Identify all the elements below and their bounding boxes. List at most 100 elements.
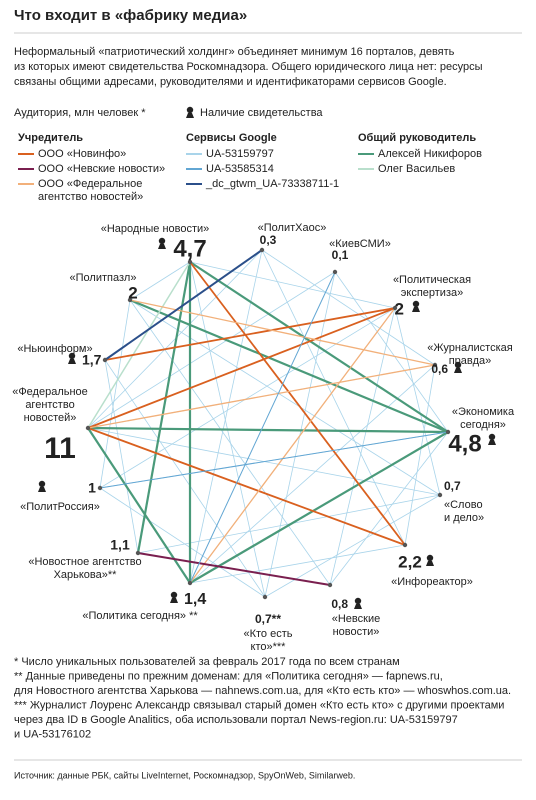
edge (87, 364, 436, 429)
title: Что входит в «фабрику медиа» (14, 7, 247, 24)
node-label: «Журналистская (427, 342, 512, 354)
intro: Неформальный «патриотический холдинг» об… (14, 46, 455, 58)
intro: из которых имеют свидетельства Роскомнад… (14, 61, 483, 73)
node-label: «КиевСМИ» (329, 238, 391, 250)
edge (404, 364, 436, 546)
edge (189, 431, 449, 584)
edge (87, 249, 263, 429)
node-label: «ПолитХаос» (258, 222, 327, 234)
certificate-icon (488, 433, 496, 441)
legend-item: агентство новостей» (38, 191, 143, 203)
edge (99, 487, 266, 598)
node-audience: 2 (128, 283, 137, 302)
legend-group-title: Сервисы Google (186, 132, 277, 144)
node-label: «Политическая (393, 274, 471, 286)
node-label: кто»*** (251, 641, 287, 653)
edge (189, 261, 449, 433)
edge (104, 359, 139, 554)
certificate-icon (158, 237, 166, 245)
node-label: новости» (333, 626, 380, 638)
legend-item: ООО «Невские новости» (38, 163, 165, 175)
footnote: и UA-53176102 (14, 728, 91, 740)
node-label: «Политика сегодня» ** (82, 610, 198, 622)
certificate-icon (186, 113, 194, 118)
footnote: для Новостного агентства Харькова — nahn… (14, 685, 511, 697)
legend-item: UA-53159797 (206, 148, 274, 160)
edge (99, 299, 131, 489)
certificate-icon (454, 368, 462, 373)
node-dot (262, 594, 268, 600)
edge (329, 431, 449, 586)
certificate-icon (488, 440, 496, 445)
node-dot (97, 485, 103, 491)
certificate-icon (186, 106, 194, 114)
node-audience: 2 (395, 299, 404, 318)
legend-item: UA-53585314 (206, 163, 274, 175)
node-label: экспертиза» (401, 287, 463, 299)
legend-group-title: Учредитель (18, 132, 83, 144)
edge (334, 271, 449, 433)
certificate-icon (38, 487, 46, 492)
node-label: «Народные новости» (101, 223, 210, 235)
node-audience: 2,2 (398, 552, 422, 571)
edge (87, 426, 449, 434)
node-label: «Политпазл» (70, 272, 137, 284)
edge (137, 552, 331, 586)
node-dot (432, 362, 438, 368)
edge (189, 307, 396, 584)
legend-item: _dc_gtwm_UA-73338711-1 (205, 178, 339, 190)
edge (189, 261, 406, 546)
node-dot (392, 305, 398, 311)
edge (99, 431, 449, 489)
node-dot (85, 425, 91, 431)
edge (104, 307, 396, 361)
legend-item: ООО «Новинфо» (38, 148, 126, 160)
node-label: «Федеральное (12, 386, 88, 398)
node-dot (402, 542, 408, 548)
intro: связаны общими адресами, руководителями … (14, 76, 447, 88)
footnote: * Число уникальных пользователей за февр… (14, 656, 400, 668)
node-label: агентство (25, 399, 74, 411)
node-audience: 0,7** (255, 612, 281, 626)
certificate-icon (354, 597, 362, 605)
edge (261, 249, 406, 546)
node-audience: 0,8 (331, 597, 348, 611)
edge (189, 261, 396, 309)
edge (87, 271, 336, 429)
node-label: и дело» (444, 512, 484, 524)
certificate-icon (412, 307, 420, 312)
node-dot (135, 550, 141, 556)
certificate-icon (68, 359, 76, 364)
certificate-icon (68, 352, 76, 360)
node-dot (102, 357, 108, 363)
edge (261, 249, 436, 366)
node-label: Харькова»** (54, 569, 118, 581)
node-audience: 0,7 (444, 479, 461, 493)
node-dot (445, 429, 451, 435)
node-dot (127, 297, 133, 303)
node-audience: 1 (88, 480, 96, 496)
node-audience: 0,3 (260, 233, 277, 247)
certificate-icon (454, 361, 462, 369)
node-dot (437, 492, 443, 498)
edge (394, 307, 441, 496)
node-label: «Ньюинформ» (17, 343, 92, 355)
certificate-icon (426, 554, 434, 562)
node-audience: 11 (44, 432, 76, 465)
node-audience: 1,1 (110, 537, 130, 553)
node-audience: 0,6 (431, 362, 448, 376)
node-label: «Невские (332, 613, 380, 625)
node-label: «Кто есть (243, 628, 292, 640)
node-label: сегодня» (460, 419, 506, 431)
edge (87, 427, 191, 584)
edge (189, 364, 436, 584)
edge (104, 359, 266, 598)
node-label: «Инфореактор» (391, 576, 473, 588)
edge (87, 261, 191, 429)
edge (104, 249, 263, 361)
edge (189, 271, 336, 584)
edge (129, 298, 449, 434)
edge (129, 299, 441, 496)
legend-item: Алексей Никифоров (378, 148, 482, 160)
